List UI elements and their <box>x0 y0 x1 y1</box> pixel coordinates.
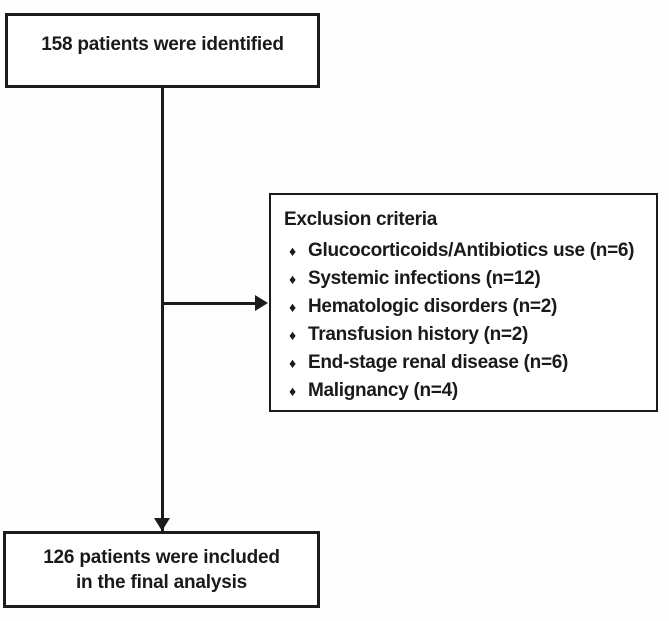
exclusion-item-text: Hematologic disorders (n=2) <box>308 296 557 317</box>
connector-vertical-line <box>161 88 164 531</box>
diamond-bullet-icon: ♦ <box>289 383 296 399</box>
diamond-bullet-icon: ♦ <box>289 299 296 315</box>
exclusion-item-text: Transfusion history (n=2) <box>308 324 529 345</box>
arrow-down-icon <box>154 518 170 531</box>
diamond-bullet-icon: ♦ <box>289 355 296 371</box>
diamond-bullet-icon: ♦ <box>289 327 296 343</box>
exclusion-list-item: ♦ Malignancy (n=4) <box>284 377 650 405</box>
exclusion-item-text: Malignancy (n=4) <box>308 380 458 401</box>
connector-horizontal-line <box>162 302 258 305</box>
arrow-right-icon <box>255 295 268 311</box>
identified-text: 158 patients were identified <box>41 33 284 55</box>
box-identified: 158 patients were identified <box>5 13 320 88</box>
box-exclusion: Exclusion criteria ♦ Glucocorticoids/Ant… <box>269 193 658 412</box>
exclusion-list-item: ♦ Glucocorticoids/Antibiotics use (n=6) <box>284 237 650 265</box>
exclusion-item-text: End-stage renal disease (n=6) <box>308 352 569 373</box>
included-text-line1: 126 patients were included <box>43 546 280 568</box>
diamond-bullet-icon: ♦ <box>289 271 296 287</box>
box-included: 126 patients were included in the final … <box>3 531 320 608</box>
diamond-bullet-icon: ♦ <box>289 243 296 259</box>
exclusion-item-text: Glucocorticoids/Antibiotics use (n=6) <box>308 240 635 261</box>
exclusion-list: ♦ Glucocorticoids/Antibiotics use (n=6) … <box>284 237 650 405</box>
included-text-line2: in the final analysis <box>75 571 248 593</box>
exclusion-list-item: ♦ Transfusion history (n=2) <box>284 321 650 349</box>
exclusion-heading: Exclusion criteria <box>284 209 438 230</box>
exclusion-list-item: ♦ Systemic infections (n=12) <box>284 265 650 293</box>
exclusion-list-item: ♦ End-stage renal disease (n=6) <box>284 349 650 377</box>
exclusion-item-text: Systemic infections (n=12) <box>308 268 541 289</box>
exclusion-list-item: ♦ Hematologic disorders (n=2) <box>284 293 650 321</box>
